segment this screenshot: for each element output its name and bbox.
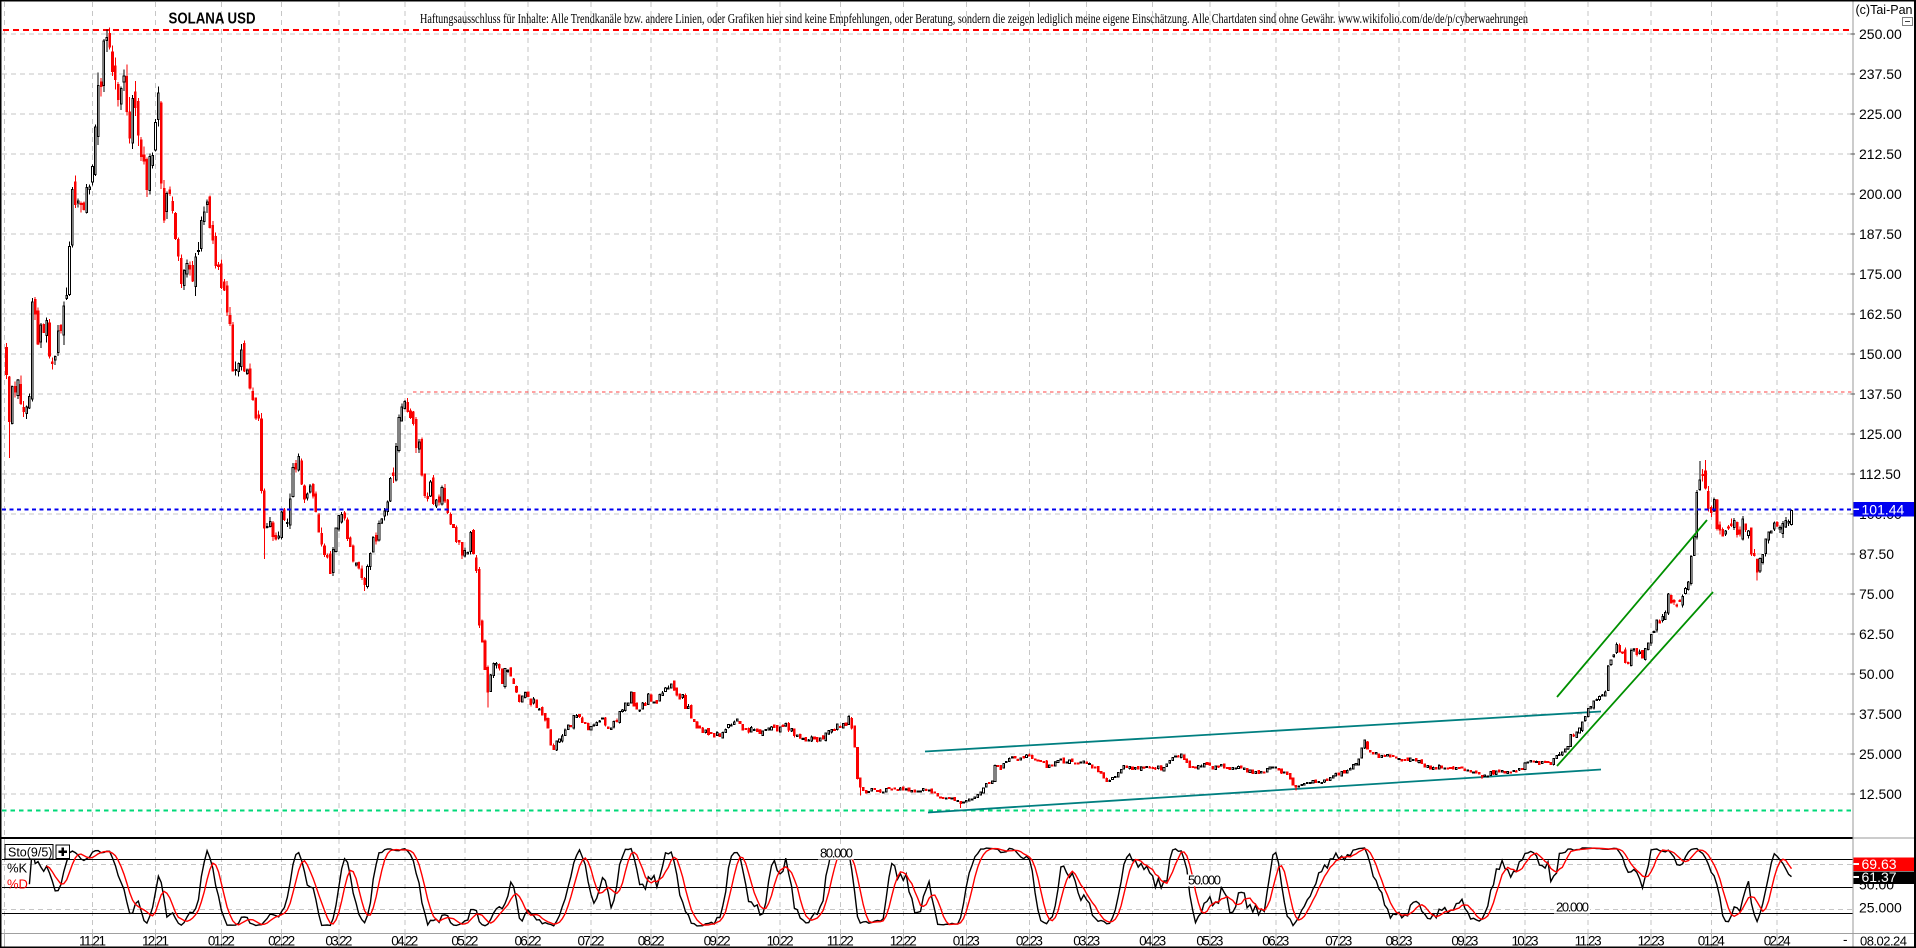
svg-text:200.00: 200.00 <box>1859 186 1902 202</box>
svg-text:05.23: 05.23 <box>1196 934 1223 948</box>
svg-text:25.000: 25.000 <box>1859 746 1902 762</box>
svg-text:06.22: 06.22 <box>515 934 542 948</box>
svg-text:09.23: 09.23 <box>1451 934 1478 948</box>
svg-text:-: - <box>1843 932 1848 947</box>
svg-text:02.22: 02.22 <box>268 934 295 948</box>
svg-text:237.50: 237.50 <box>1859 66 1902 82</box>
svg-text:225.00: 225.00 <box>1859 106 1902 122</box>
svg-text:12.21: 12.21 <box>142 934 169 948</box>
svg-text:11.22: 11.22 <box>827 934 854 948</box>
svg-text:%D: %D <box>7 877 28 892</box>
svg-text:02.23: 02.23 <box>1016 934 1043 948</box>
svg-text:250.00: 250.00 <box>1859 26 1902 42</box>
svg-text:08.02.24: 08.02.24 <box>1860 934 1907 948</box>
svg-text:04.23: 04.23 <box>1139 934 1166 948</box>
svg-text:12.22: 12.22 <box>890 934 917 948</box>
svg-text:75.00: 75.00 <box>1859 586 1894 602</box>
svg-text:112.50: 112.50 <box>1859 466 1901 482</box>
svg-text:125.00: 125.00 <box>1859 426 1902 442</box>
svg-text:162.50: 162.50 <box>1859 306 1902 322</box>
svg-text:07.23: 07.23 <box>1325 934 1352 948</box>
svg-text:01.24: 01.24 <box>1698 934 1725 948</box>
svg-text:37.500: 37.500 <box>1859 706 1902 722</box>
svg-text:08.23: 08.23 <box>1386 934 1413 948</box>
svg-text:10.22: 10.22 <box>767 934 794 948</box>
svg-text:01.23: 01.23 <box>953 934 980 948</box>
svg-text:03.22: 03.22 <box>325 934 352 948</box>
svg-text:62.50: 62.50 <box>1859 626 1894 642</box>
svg-text:Haftungsausschluss für Inhalte: Haftungsausschluss für Inhalte: Alle Tre… <box>420 11 1528 26</box>
svg-text:09.22: 09.22 <box>704 934 731 948</box>
svg-text:05.22: 05.22 <box>451 934 478 948</box>
svg-text:25.000: 25.000 <box>1859 900 1902 916</box>
svg-text:02.24: 02.24 <box>1764 934 1791 948</box>
svg-text:SOLANA USD: SOLANA USD <box>169 11 256 28</box>
svg-text:06.23: 06.23 <box>1262 934 1289 948</box>
svg-text:Sto(9/5): Sto(9/5) <box>8 846 52 860</box>
svg-text:12.23: 12.23 <box>1638 934 1665 948</box>
svg-text:%K: %K <box>7 861 28 876</box>
svg-text:01.22: 01.22 <box>208 934 235 948</box>
svg-text:175.00: 175.00 <box>1859 266 1902 282</box>
svg-text:11.23: 11.23 <box>1575 934 1602 948</box>
svg-text:87.50: 87.50 <box>1859 546 1894 562</box>
svg-text:04.22: 04.22 <box>391 934 418 948</box>
svg-text:03.23: 03.23 <box>1073 934 1100 948</box>
svg-text:(c)Tai-Pan: (c)Tai-Pan <box>1856 2 1913 17</box>
svg-text:50.000: 50.000 <box>1188 873 1221 888</box>
svg-text:08.22: 08.22 <box>638 934 665 948</box>
svg-text:50.00: 50.00 <box>1859 666 1894 682</box>
svg-text:212.50: 212.50 <box>1859 146 1902 162</box>
svg-text:137.50: 137.50 <box>1859 386 1902 402</box>
svg-text:07.22: 07.22 <box>578 934 605 948</box>
svg-text:69.63: 69.63 <box>1862 856 1897 872</box>
svg-text:101.44: 101.44 <box>1862 501 1905 517</box>
svg-text:187.50: 187.50 <box>1859 226 1902 242</box>
svg-text:12.500: 12.500 <box>1859 786 1902 802</box>
svg-text:11.21: 11.21 <box>79 934 106 948</box>
svg-text:80.000: 80.000 <box>820 845 853 860</box>
svg-text:61.37: 61.37 <box>1862 869 1897 885</box>
svg-text:150.00: 150.00 <box>1859 346 1902 362</box>
svg-text:10.23: 10.23 <box>1512 934 1539 948</box>
svg-text:20.000: 20.000 <box>1556 900 1589 915</box>
